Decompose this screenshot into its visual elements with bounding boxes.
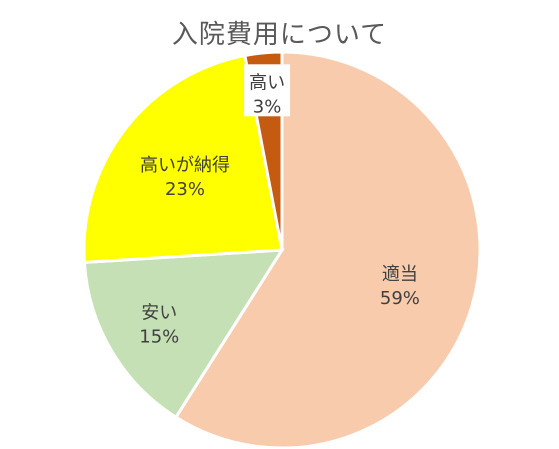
slice-category-label: 高い — [249, 72, 285, 93]
slice-category-label: 安い — [141, 303, 177, 324]
slice-percent-label: 59% — [380, 288, 420, 309]
slice-percent-label: 23% — [165, 179, 205, 200]
slice-label-3: 高いが納得 23% — [140, 155, 230, 200]
pie-slice-3 — [82, 53, 284, 265]
pie-slice-2 — [82, 248, 285, 420]
slice-label-1: 適当 59% — [380, 264, 420, 309]
slice-label-4: 高い 3% — [244, 64, 291, 117]
slice-category-label: 適当 — [382, 264, 418, 285]
slice-percent-label: 3% — [253, 96, 282, 117]
pie-slice-1 — [173, 50, 482, 449]
chart-title: 入院費用について — [171, 20, 388, 50]
slice-label-2: 安い 15% — [139, 303, 179, 348]
slice-percent-label: 15% — [139, 327, 179, 348]
slice-category-label: 高いが納得 — [140, 155, 230, 176]
slice-label-box — [244, 64, 291, 117]
